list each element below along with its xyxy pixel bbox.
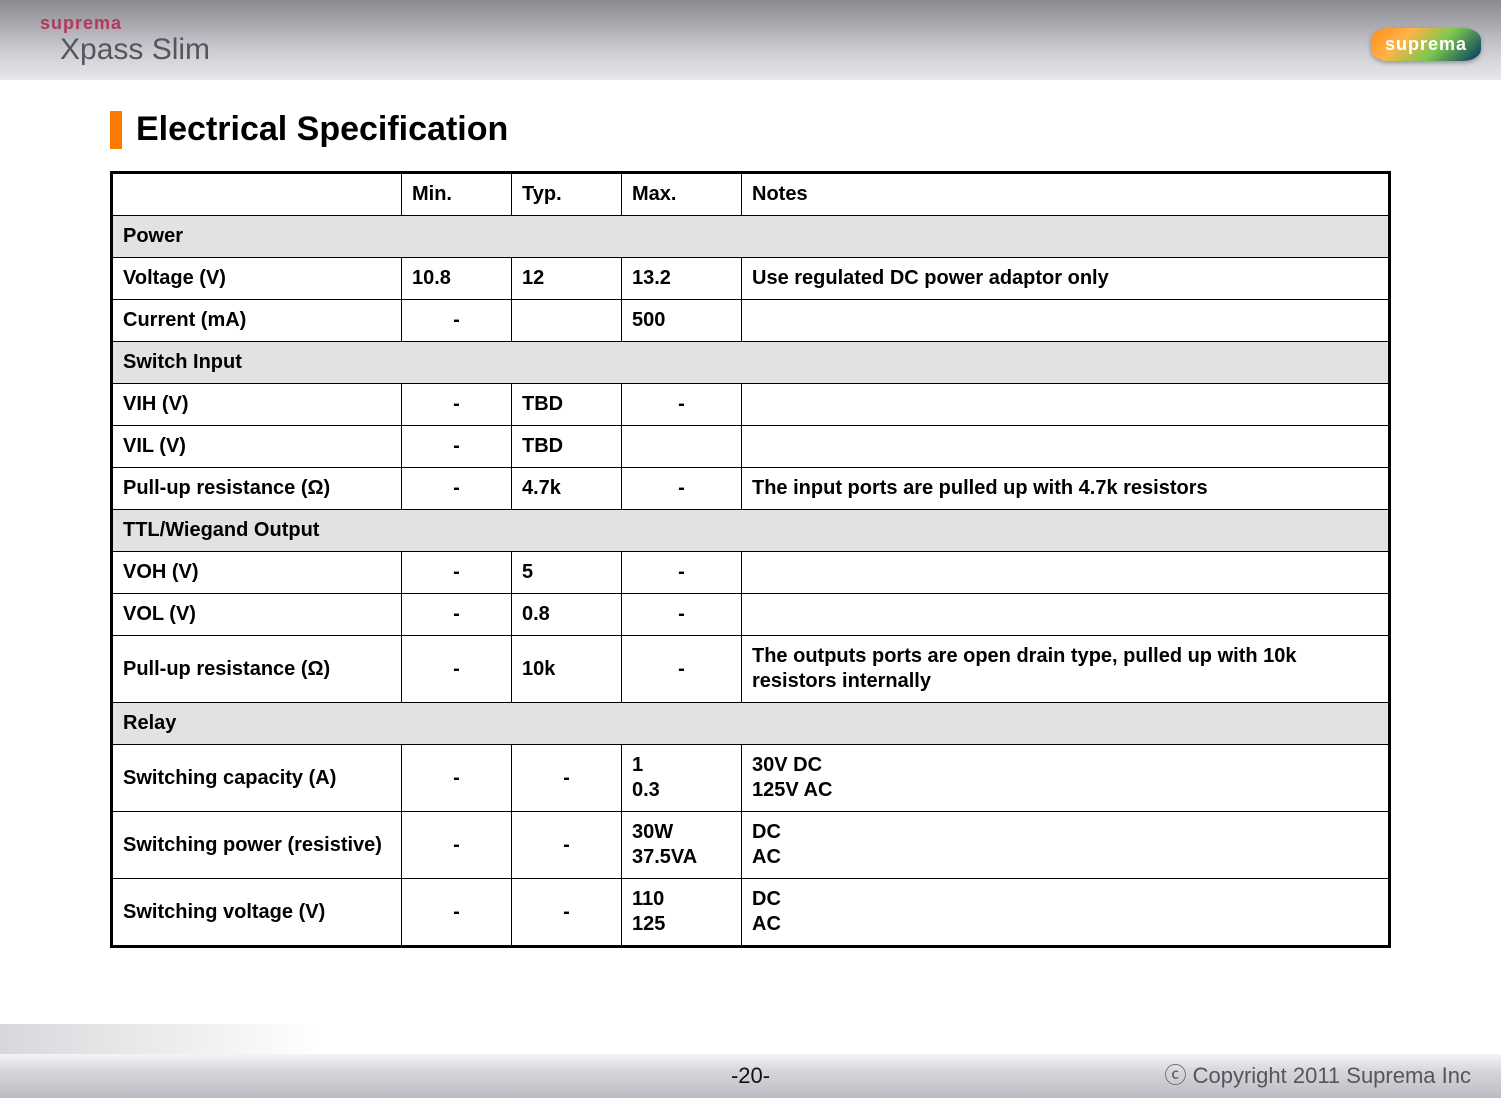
title-row: Electrical Specification <box>110 110 1391 149</box>
cell-max: - <box>622 636 742 703</box>
cell-max: 500 <box>622 300 742 342</box>
cell-param: VIL (V) <box>112 426 402 468</box>
logo-badge: suprema <box>1371 28 1481 61</box>
cell-notes <box>742 594 1390 636</box>
cell-max: - <box>622 384 742 426</box>
cell-notes <box>742 552 1390 594</box>
hdr-param <box>112 173 402 216</box>
cell-typ: TBD <box>512 384 622 426</box>
cell-typ: 0.8 <box>512 594 622 636</box>
cell-min: - <box>402 384 512 426</box>
table-row: Voltage (V)10.81213.2Use regulated DC po… <box>112 258 1390 300</box>
table-row: VOH (V)-5- <box>112 552 1390 594</box>
cell-param: Switching power (resistive) <box>112 812 402 879</box>
footer-fade <box>0 1024 320 1054</box>
cell-param: Switching voltage (V) <box>112 879 402 947</box>
cell-typ: 5 <box>512 552 622 594</box>
cell-min: - <box>402 468 512 510</box>
cell-max: 30W37.5VA <box>622 812 742 879</box>
cell-param: Voltage (V) <box>112 258 402 300</box>
section-name: Relay <box>112 703 1390 745</box>
logo-badge-text: suprema <box>1385 34 1467 54</box>
table-row: Pull-up resistance (Ω)-4.7k-The input po… <box>112 468 1390 510</box>
cell-param: VIH (V) <box>112 384 402 426</box>
section-name: Switch Input <box>112 342 1390 384</box>
cell-notes: DCAC <box>742 812 1390 879</box>
cell-min: - <box>402 636 512 703</box>
cell-typ: - <box>512 745 622 812</box>
brand-bottom: Xpass Slim <box>60 33 210 66</box>
table-row: Pull-up resistance (Ω)-10k-The outputs p… <box>112 636 1390 703</box>
cell-min: - <box>402 812 512 879</box>
section-row: Switch Input <box>112 342 1390 384</box>
cell-notes: Use regulated DC power adaptor only <box>742 258 1390 300</box>
spec-table: Min.Typ.Max.NotesPowerVoltage (V)10.8121… <box>110 171 1391 948</box>
cell-typ: 12 <box>512 258 622 300</box>
cell-typ: - <box>512 812 622 879</box>
cell-min: - <box>402 426 512 468</box>
cell-min: - <box>402 552 512 594</box>
table-row: VIL (V)-TBD <box>112 426 1390 468</box>
cell-param: Pull-up resistance (Ω) <box>112 636 402 703</box>
table-header-row: Min.Typ.Max.Notes <box>112 173 1390 216</box>
section-row: Relay <box>112 703 1390 745</box>
hdr-min: Min. <box>402 173 512 216</box>
cell-notes <box>742 300 1390 342</box>
footer-copyright: ⓒ Copyright 2011 Suprema Inc <box>1164 1058 1471 1090</box>
cell-notes: The input ports are pulled up with 4.7k … <box>742 468 1390 510</box>
cell-max: 10.3 <box>622 745 742 812</box>
cell-notes: The outputs ports are open drain type, p… <box>742 636 1390 703</box>
cell-notes <box>742 384 1390 426</box>
table-row: VIH (V)-TBD- <box>112 384 1390 426</box>
cell-min: - <box>402 879 512 947</box>
cell-param: Current (mA) <box>112 300 402 342</box>
hdr-typ: Typ. <box>512 173 622 216</box>
table-row: Switching capacity (A)--10.330V DC125V A… <box>112 745 1390 812</box>
content: Electrical Specification Min.Typ.Max.Not… <box>0 80 1501 948</box>
cell-max: 13.2 <box>622 258 742 300</box>
cell-min: - <box>402 300 512 342</box>
cell-typ: 10k <box>512 636 622 703</box>
cell-min: 10.8 <box>402 258 512 300</box>
cell-min: - <box>402 594 512 636</box>
table-row: Switching power (resistive)--30W37.5VADC… <box>112 812 1390 879</box>
cell-typ <box>512 300 622 342</box>
cell-max: - <box>622 468 742 510</box>
cell-max: - <box>622 552 742 594</box>
table-row: VOL (V)-0.8- <box>112 594 1390 636</box>
cell-notes <box>742 426 1390 468</box>
section-row: TTL/Wiegand Output <box>112 510 1390 552</box>
cell-param: Pull-up resistance (Ω) <box>112 468 402 510</box>
page-title: Electrical Specification <box>136 110 508 149</box>
cell-typ: - <box>512 879 622 947</box>
header-bar: suprema Xpass Slim suprema <box>0 0 1501 80</box>
cell-typ: TBD <box>512 426 622 468</box>
accent-bar <box>110 111 122 149</box>
table-row: Switching voltage (V)--110125DCAC <box>112 879 1390 947</box>
cell-param: VOL (V) <box>112 594 402 636</box>
cell-notes: 30V DC125V AC <box>742 745 1390 812</box>
table-row: Current (mA)- 500 <box>112 300 1390 342</box>
brand-block: suprema Xpass Slim <box>40 14 210 67</box>
cell-max: 110125 <box>622 879 742 947</box>
cell-typ: 4.7k <box>512 468 622 510</box>
cell-max <box>622 426 742 468</box>
page-number: -20- <box>731 1063 770 1089</box>
hdr-notes: Notes <box>742 173 1390 216</box>
cell-param: Switching capacity (A) <box>112 745 402 812</box>
hdr-max: Max. <box>622 173 742 216</box>
cell-notes: DCAC <box>742 879 1390 947</box>
brand-top: suprema <box>40 14 210 34</box>
cell-param: VOH (V) <box>112 552 402 594</box>
section-name: TTL/Wiegand Output <box>112 510 1390 552</box>
section-row: Power <box>112 216 1390 258</box>
section-name: Power <box>112 216 1390 258</box>
cell-max: - <box>622 594 742 636</box>
cell-min: - <box>402 745 512 812</box>
